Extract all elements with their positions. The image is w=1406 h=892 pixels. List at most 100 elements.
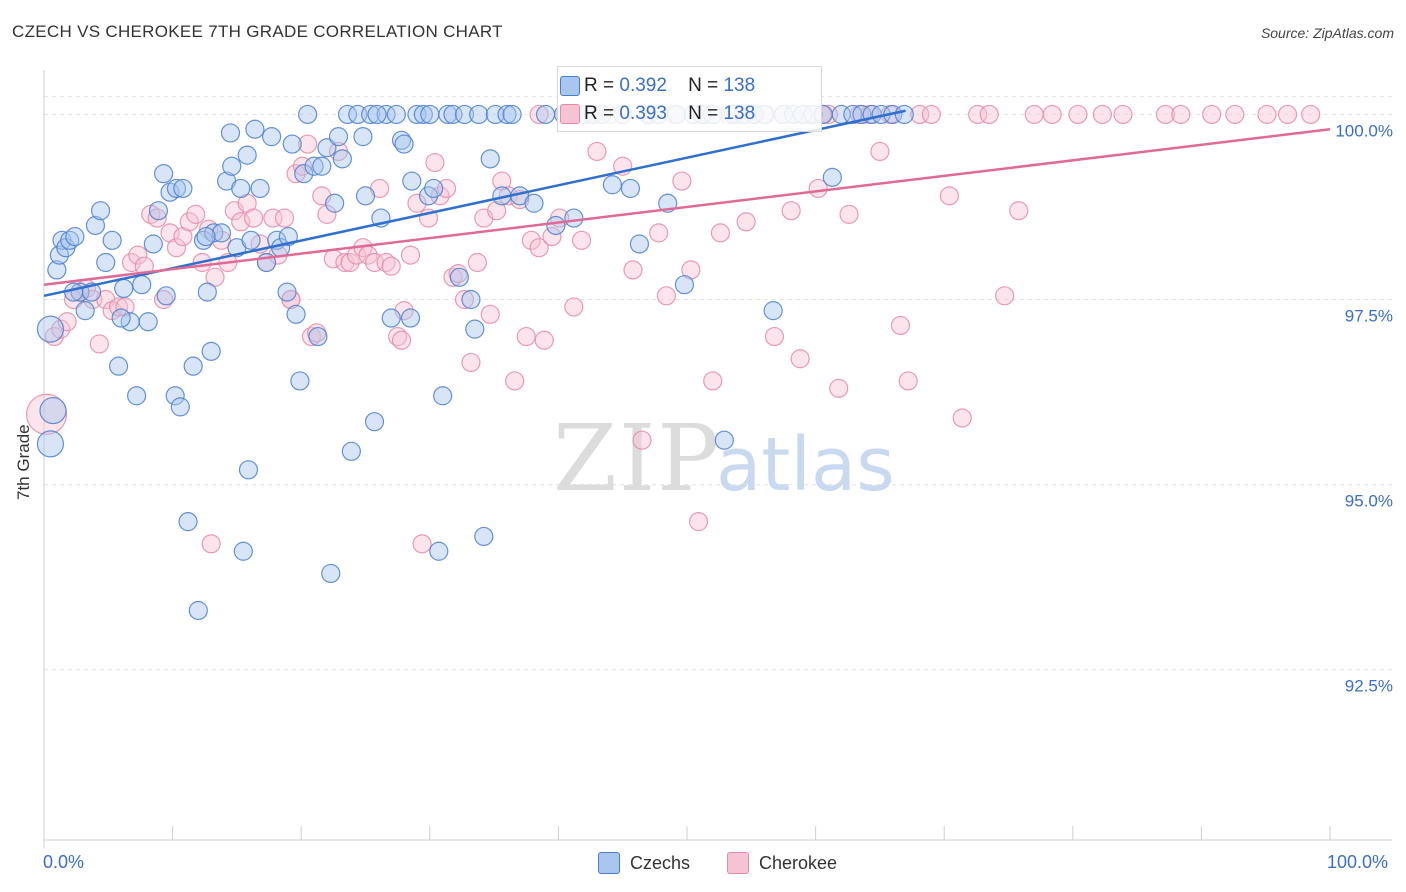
point-czech (461, 289, 481, 310)
point-cherokee (1155, 104, 1175, 125)
point-czech (361, 104, 381, 125)
point-czech (413, 104, 433, 125)
point-czech (308, 326, 328, 347)
series-czech (36, 104, 914, 621)
point-cherokee (286, 164, 306, 184)
point-cherokee (921, 104, 941, 125)
point-cherokee (1042, 104, 1062, 125)
point-cherokee (1202, 104, 1222, 125)
point-czech (65, 226, 85, 247)
point-czech (337, 104, 358, 125)
point-czech (201, 341, 221, 361)
point-czech (138, 312, 158, 332)
point-cherokee (790, 349, 810, 369)
point-czech (332, 149, 352, 169)
point-czech (262, 127, 282, 147)
point-czech (90, 201, 111, 221)
point-czech (822, 167, 842, 187)
legend-bottom-swatch-cherokee (727, 852, 749, 874)
point-cherokee (890, 315, 911, 336)
trendline-czech (43, 109, 906, 298)
point-czech (245, 119, 265, 139)
point-czech (220, 123, 241, 143)
point-cherokee (1068, 104, 1088, 125)
point-czech (394, 134, 414, 154)
point-cherokee (534, 330, 554, 350)
point-czech (894, 104, 914, 125)
point-czech (282, 134, 302, 154)
point-cherokee (505, 371, 525, 391)
point-czech (474, 526, 494, 547)
y-tick-label: 97.5% (1345, 307, 1393, 326)
point-czech (497, 104, 517, 125)
point-cherokee (939, 186, 959, 206)
point-czech (173, 178, 193, 199)
point-czech (294, 164, 314, 184)
point-cherokee (44, 326, 64, 347)
point-czech (312, 156, 332, 176)
watermark: ZIP atlas (553, 405, 895, 512)
point-cherokee (710, 223, 731, 243)
point-czech (328, 127, 349, 147)
point-cherokee (412, 534, 432, 554)
point-czech (485, 104, 505, 125)
point-czech (420, 104, 440, 125)
point-czech (166, 178, 187, 199)
point-czech (502, 104, 522, 125)
point-cherokee (25, 393, 68, 435)
point-czech (36, 315, 65, 343)
point-cherokee (1225, 104, 1245, 125)
point-czech (143, 234, 163, 254)
point-cherokee (381, 256, 401, 276)
point-czech (188, 600, 208, 621)
point-cherokee (952, 408, 972, 428)
point-cherokee (388, 326, 408, 347)
point-cherokee (542, 226, 562, 247)
point-cherokee (1113, 104, 1133, 125)
legend-bottom-cherokee: Cherokee (727, 852, 837, 874)
point-cherokee (1301, 104, 1321, 125)
legend-row-czech: R = 0.392 N = 138 (560, 73, 756, 99)
point-cherokee (632, 430, 652, 450)
point-czech (364, 412, 385, 432)
point-cherokee (128, 245, 148, 265)
point-cherokee (529, 238, 549, 258)
point-czech (111, 308, 131, 328)
point-czech (429, 541, 449, 561)
point-czech (85, 215, 106, 236)
point-cherokee (480, 304, 500, 324)
point-cherokee (335, 252, 355, 273)
point-cherokee (1009, 201, 1029, 221)
point-cherokee (839, 204, 859, 224)
point-cherokee (443, 267, 463, 287)
source-label: Source: ZipAtlas.com (1260, 25, 1394, 41)
point-cherokee (317, 204, 337, 224)
point-czech (763, 301, 783, 321)
point-czech (63, 282, 84, 302)
point-czech (183, 356, 203, 376)
point-cherokee (391, 330, 412, 350)
point-cherokee (564, 297, 584, 317)
point-czech (433, 386, 453, 406)
point-cherokee (186, 204, 206, 224)
point-czech (197, 282, 217, 302)
x-tick-label-min: 0.0% (43, 852, 85, 872)
legend-cherokee-r-value: 0.393 (619, 103, 667, 124)
point-cherokee (467, 252, 487, 273)
legend-czech-n-value: 138 (723, 75, 756, 96)
point-cherokee (376, 252, 396, 273)
legend-cherokee-n-label: N = (688, 103, 719, 124)
point-czech (241, 230, 261, 250)
point-cherokee (89, 334, 109, 354)
point-czech (620, 178, 641, 199)
point-czech (304, 156, 324, 176)
point-cherokee (199, 219, 219, 239)
point-cherokee (764, 326, 785, 347)
point-czech (290, 371, 310, 391)
point-czech (449, 267, 469, 287)
point-cherokee (51, 319, 71, 339)
point-czech (108, 356, 129, 376)
point-czech (211, 223, 232, 243)
point-cherokee (430, 186, 450, 206)
